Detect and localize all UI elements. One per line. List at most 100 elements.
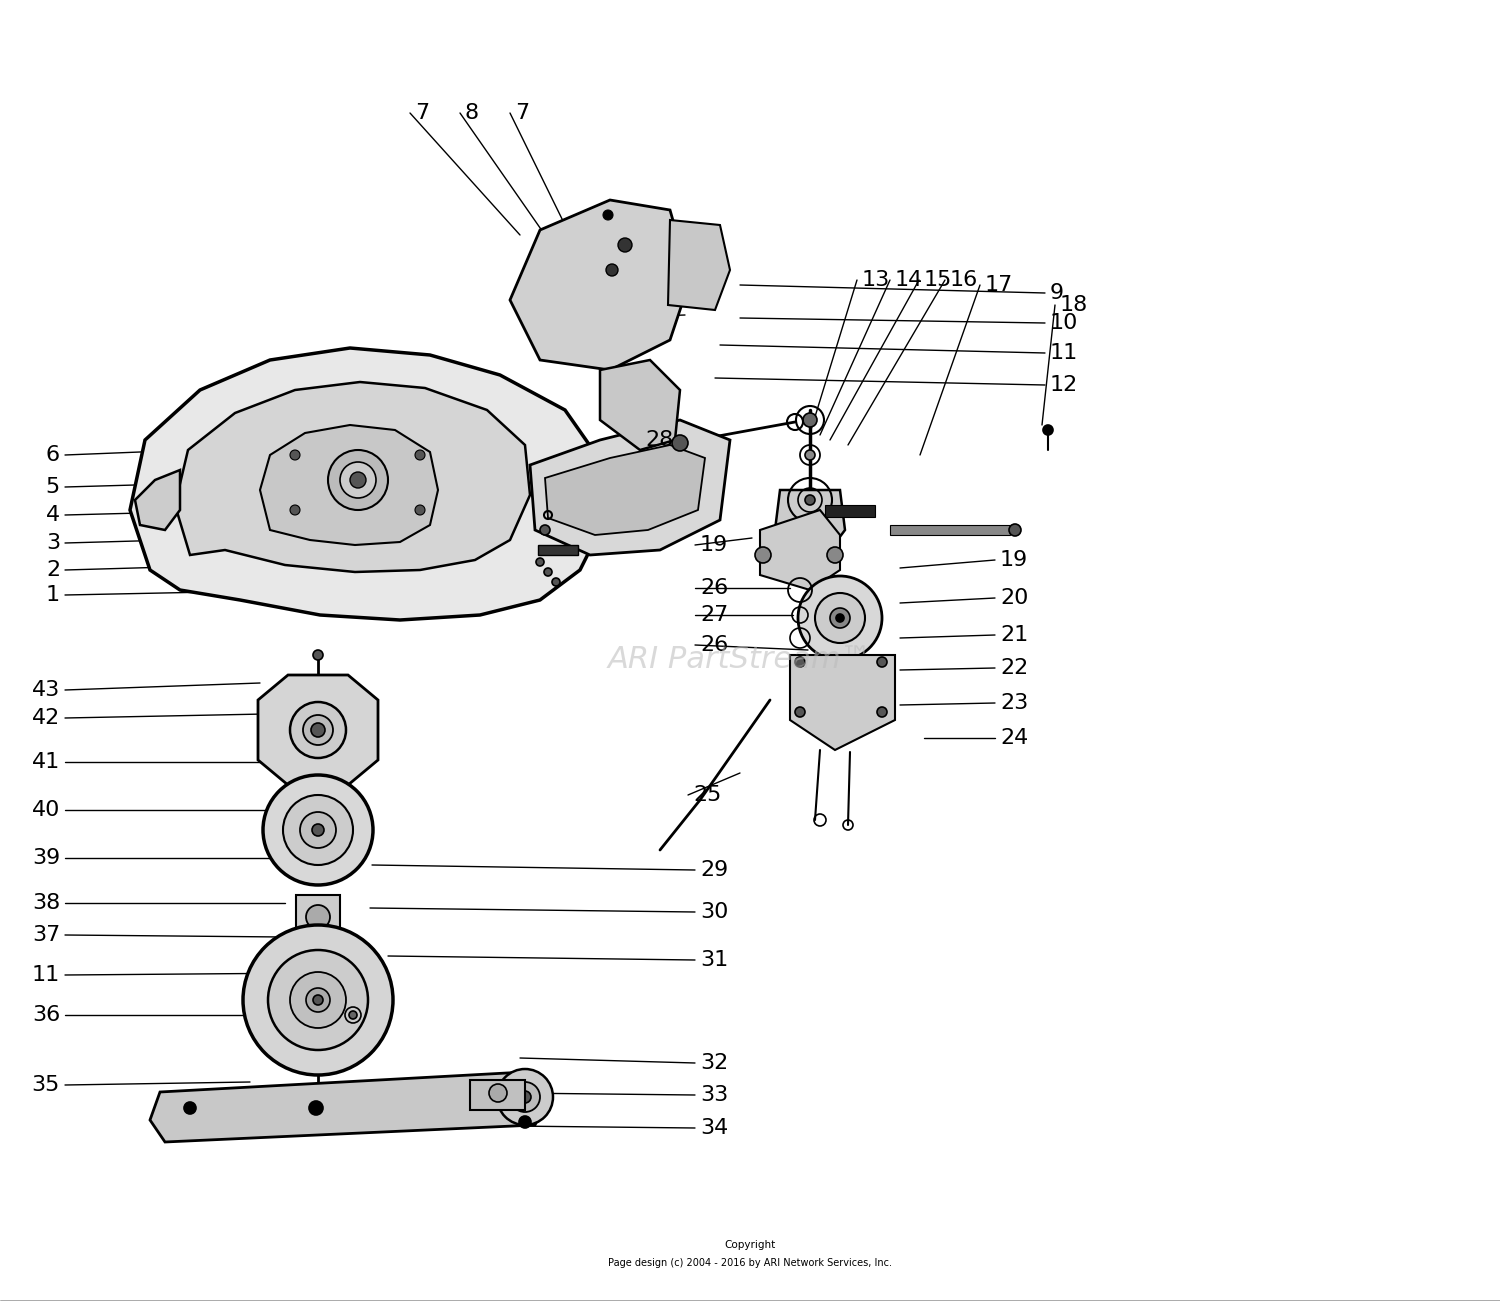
Bar: [470, 1080, 525, 1110]
Bar: [825, 505, 874, 516]
Circle shape: [1010, 524, 1022, 536]
Polygon shape: [176, 382, 530, 572]
Circle shape: [262, 775, 374, 886]
Circle shape: [310, 723, 326, 737]
Text: 7: 7: [416, 102, 429, 124]
Circle shape: [303, 715, 333, 745]
Text: 27: 27: [700, 604, 729, 625]
Polygon shape: [544, 445, 705, 535]
Polygon shape: [135, 470, 180, 530]
Circle shape: [328, 449, 388, 510]
Circle shape: [309, 1101, 322, 1116]
Circle shape: [300, 812, 336, 848]
Polygon shape: [260, 424, 438, 545]
Circle shape: [416, 505, 424, 515]
Circle shape: [314, 995, 322, 1005]
Text: 11: 11: [32, 964, 60, 986]
Circle shape: [544, 568, 552, 576]
Circle shape: [754, 547, 771, 562]
Text: 16: 16: [950, 269, 978, 290]
Circle shape: [350, 472, 366, 487]
Text: 40: 40: [32, 800, 60, 820]
Text: 15: 15: [924, 269, 952, 290]
Text: 24: 24: [1000, 728, 1029, 748]
Text: 34: 34: [700, 1118, 729, 1138]
Text: 26: 26: [700, 578, 729, 598]
Circle shape: [878, 707, 886, 717]
Circle shape: [672, 435, 688, 451]
Circle shape: [830, 608, 850, 628]
Text: 25: 25: [693, 784, 722, 805]
Polygon shape: [258, 675, 378, 784]
Circle shape: [802, 413, 818, 427]
Text: 30: 30: [700, 901, 729, 922]
Circle shape: [284, 795, 352, 865]
Text: 18: 18: [1060, 296, 1088, 315]
Text: 23: 23: [1000, 692, 1029, 714]
Circle shape: [795, 657, 806, 668]
Circle shape: [416, 449, 424, 460]
Bar: [890, 526, 1010, 535]
Text: 7: 7: [514, 102, 529, 124]
Circle shape: [1042, 424, 1053, 435]
Text: 13: 13: [862, 269, 891, 290]
Text: 21: 21: [1000, 625, 1029, 645]
Text: 11: 11: [1050, 343, 1078, 363]
Circle shape: [306, 905, 330, 929]
Circle shape: [312, 824, 324, 836]
Text: 36: 36: [32, 1005, 60, 1025]
Polygon shape: [760, 510, 840, 590]
Text: 32: 32: [700, 1053, 729, 1074]
Text: 33: 33: [700, 1085, 729, 1105]
Polygon shape: [150, 1072, 544, 1142]
Text: 12: 12: [1050, 374, 1078, 396]
Circle shape: [290, 449, 300, 460]
Circle shape: [350, 1010, 357, 1018]
Text: 14: 14: [896, 269, 922, 290]
Text: 2: 2: [46, 560, 60, 579]
Circle shape: [290, 505, 300, 515]
Circle shape: [606, 264, 618, 276]
Circle shape: [519, 1116, 531, 1127]
Circle shape: [243, 925, 393, 1075]
Text: 6: 6: [46, 445, 60, 465]
Circle shape: [510, 1081, 540, 1112]
Circle shape: [519, 1091, 531, 1102]
Circle shape: [290, 972, 346, 1028]
Text: ARI PartStream™: ARI PartStream™: [608, 645, 871, 674]
Text: 4: 4: [46, 505, 60, 526]
Text: 35: 35: [32, 1075, 60, 1095]
Text: 1: 1: [46, 585, 60, 604]
Circle shape: [798, 576, 882, 660]
Polygon shape: [776, 490, 844, 551]
Polygon shape: [530, 420, 730, 555]
Circle shape: [306, 988, 330, 1012]
Text: 19: 19: [700, 535, 729, 555]
Polygon shape: [510, 200, 690, 371]
Text: 29: 29: [700, 859, 729, 880]
Circle shape: [836, 614, 844, 622]
Bar: [296, 895, 340, 940]
Circle shape: [795, 707, 806, 717]
Circle shape: [314, 650, 322, 660]
Circle shape: [540, 526, 550, 535]
Text: 10: 10: [1050, 313, 1078, 332]
Text: 20: 20: [1000, 587, 1029, 608]
Circle shape: [184, 1102, 196, 1114]
Text: 22: 22: [1000, 658, 1029, 678]
Circle shape: [618, 238, 632, 252]
Circle shape: [340, 463, 376, 498]
Circle shape: [806, 495, 814, 505]
Circle shape: [489, 1084, 507, 1102]
Circle shape: [552, 578, 560, 586]
Circle shape: [536, 558, 544, 566]
Text: 5: 5: [45, 477, 60, 497]
Text: 19: 19: [1000, 551, 1029, 570]
Circle shape: [878, 657, 886, 668]
Polygon shape: [668, 219, 730, 310]
Polygon shape: [600, 360, 680, 449]
Polygon shape: [130, 348, 605, 620]
Circle shape: [603, 210, 613, 219]
Text: 26: 26: [700, 635, 729, 654]
Text: 43: 43: [32, 681, 60, 700]
